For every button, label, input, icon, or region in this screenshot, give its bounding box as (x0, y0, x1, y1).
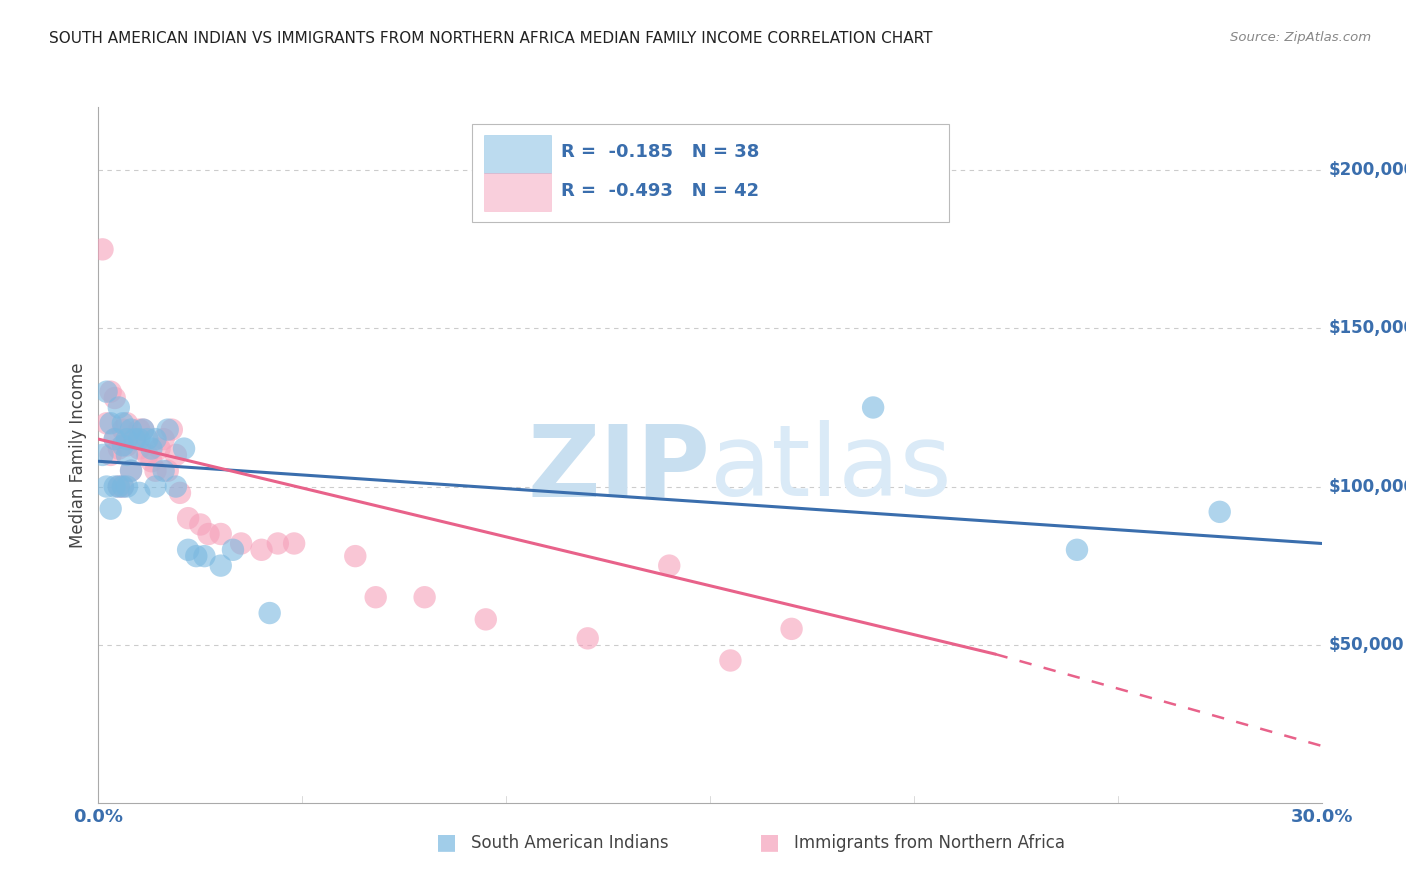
Point (108, 479, 131, 493)
Point (145, 432, 167, 446)
Point (132, 423, 155, 437)
Text: $50,000: $50,000 (1329, 636, 1405, 654)
Point (100, 501, 122, 516)
Point (188, 517, 212, 532)
Point (136, 448, 159, 462)
Point (152, 464, 174, 478)
Point (120, 423, 142, 437)
FancyBboxPatch shape (484, 173, 551, 211)
Point (177, 511, 200, 525)
Point (145, 479, 167, 493)
Text: South American Indians: South American Indians (471, 834, 669, 852)
Point (96, 479, 118, 493)
Point (136, 432, 159, 446)
Point (100, 384, 122, 399)
Point (104, 432, 127, 446)
Point (193, 549, 215, 563)
Text: $200,000: $200,000 (1329, 161, 1406, 179)
Point (111, 479, 134, 493)
Point (156, 464, 179, 478)
Point (160, 423, 183, 437)
Point (152, 432, 174, 446)
Text: SOUTH AMERICAN INDIAN VS IMMIGRANTS FROM NORTHERN AFRICA MEDIAN FAMILY INCOME CO: SOUTH AMERICAN INDIAN VS IMMIGRANTS FROM… (49, 31, 932, 46)
Point (115, 417, 138, 431)
Point (197, 527, 219, 541)
Text: $100,000: $100,000 (1329, 477, 1406, 496)
Point (156, 423, 179, 437)
Point (474, 612, 498, 626)
Point (283, 536, 305, 550)
Text: R =  -0.185   N = 38: R = -0.185 N = 38 (561, 144, 759, 161)
Point (718, 653, 742, 667)
Point (209, 527, 232, 541)
Point (141, 442, 163, 456)
Point (91, 243, 114, 257)
Point (128, 432, 150, 446)
Point (108, 479, 131, 493)
Point (364, 591, 387, 605)
Point (128, 423, 150, 437)
Point (132, 423, 155, 437)
Point (124, 432, 146, 446)
Point (111, 423, 134, 437)
Point (100, 417, 122, 431)
Point (862, 401, 884, 415)
Point (165, 479, 187, 493)
Point (115, 438, 138, 452)
Text: $150,000: $150,000 (1329, 319, 1406, 337)
Point (115, 479, 138, 493)
Point (108, 442, 131, 456)
Point (250, 542, 273, 557)
Point (115, 432, 138, 446)
Point (209, 558, 232, 573)
Point (780, 622, 803, 636)
Point (104, 432, 127, 446)
Text: Immigrants from Northern Africa: Immigrants from Northern Africa (794, 834, 1066, 852)
Point (344, 549, 367, 563)
Point (173, 442, 195, 456)
Point (111, 479, 134, 493)
Point (96, 384, 118, 399)
Point (169, 486, 191, 500)
Point (222, 542, 245, 557)
Point (1066, 542, 1088, 557)
Y-axis label: Median Family Income: Median Family Income (69, 362, 87, 548)
Text: ■: ■ (436, 832, 457, 852)
Point (267, 536, 290, 550)
Point (120, 464, 142, 478)
Text: atlas: atlas (710, 420, 952, 517)
Point (145, 464, 167, 478)
Point (120, 464, 142, 478)
Point (128, 442, 150, 456)
Point (111, 417, 134, 431)
Point (576, 632, 599, 646)
Point (128, 486, 150, 500)
Point (165, 448, 187, 462)
Point (100, 448, 122, 462)
Point (96, 417, 118, 431)
Point (104, 479, 127, 493)
Text: R =  -0.493   N = 42: R = -0.493 N = 42 (561, 182, 759, 200)
Point (658, 558, 681, 573)
Point (111, 438, 134, 452)
Point (177, 542, 200, 557)
Point (1209, 505, 1232, 519)
Point (91, 448, 114, 462)
Point (186, 549, 208, 563)
FancyBboxPatch shape (471, 124, 949, 222)
Point (141, 454, 163, 468)
Text: ZIP: ZIP (527, 420, 710, 517)
Point (259, 606, 281, 620)
FancyBboxPatch shape (484, 135, 551, 173)
Point (149, 442, 172, 456)
Point (124, 432, 146, 446)
Point (104, 391, 127, 405)
Text: Source: ZipAtlas.com: Source: ZipAtlas.com (1230, 31, 1371, 45)
Text: ■: ■ (759, 832, 780, 852)
Point (413, 591, 436, 605)
Point (231, 536, 253, 550)
Point (115, 448, 138, 462)
Point (108, 401, 131, 415)
